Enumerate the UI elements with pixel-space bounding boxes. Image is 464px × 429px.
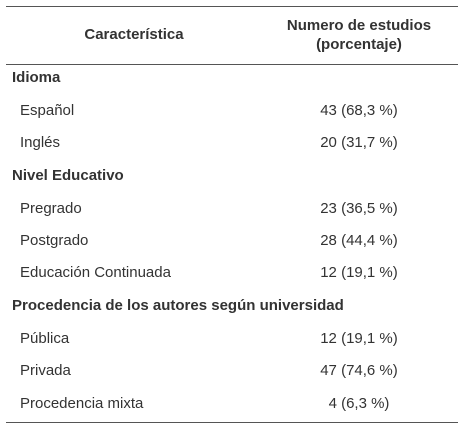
row-value: 23 (36,5 %) bbox=[320, 200, 398, 217]
row-label: Español bbox=[20, 102, 75, 119]
row-value: 4 (6,3 %) bbox=[328, 395, 390, 412]
row-value: 20 (31,7 %) bbox=[320, 134, 398, 151]
section-title-nivel-educativo: Nivel Educativo bbox=[12, 167, 124, 184]
row-value: 47 (74,6 %) bbox=[320, 362, 398, 379]
row-value: 12 (19,1 %) bbox=[320, 330, 398, 347]
table-bottom-rule bbox=[6, 422, 458, 423]
section-title-procedencia: Procedencia de los autores según univers… bbox=[12, 297, 344, 314]
row-label: Pública bbox=[20, 330, 70, 347]
row-label: Inglés bbox=[20, 134, 61, 151]
table-top-rule bbox=[6, 6, 458, 7]
row-label: Educación Continuada bbox=[20, 264, 171, 281]
row-label: Procedencia mixta bbox=[20, 395, 144, 412]
header-rule bbox=[6, 64, 458, 65]
row-label: Privada bbox=[20, 362, 71, 379]
row-value: 43 (68,3 %) bbox=[320, 102, 398, 119]
row-label: Postgrado bbox=[20, 232, 89, 249]
header-number-of-studies-line2: (porcentaje) bbox=[316, 36, 402, 53]
header-number-of-studies: Numero de estudios (porcentaje) bbox=[264, 16, 454, 54]
row-label: Pregrado bbox=[20, 200, 82, 217]
header-number-of-studies-line1: Numero de estudios bbox=[286, 17, 432, 34]
header-characteristic: Característica bbox=[84, 26, 184, 43]
row-value: 28 (44,4 %) bbox=[320, 232, 398, 249]
row-value: 12 (19,1 %) bbox=[320, 264, 398, 281]
studies-table: Característica Numero de estudios (porce… bbox=[6, 6, 458, 423]
section-title-idioma: Idioma bbox=[12, 69, 61, 86]
